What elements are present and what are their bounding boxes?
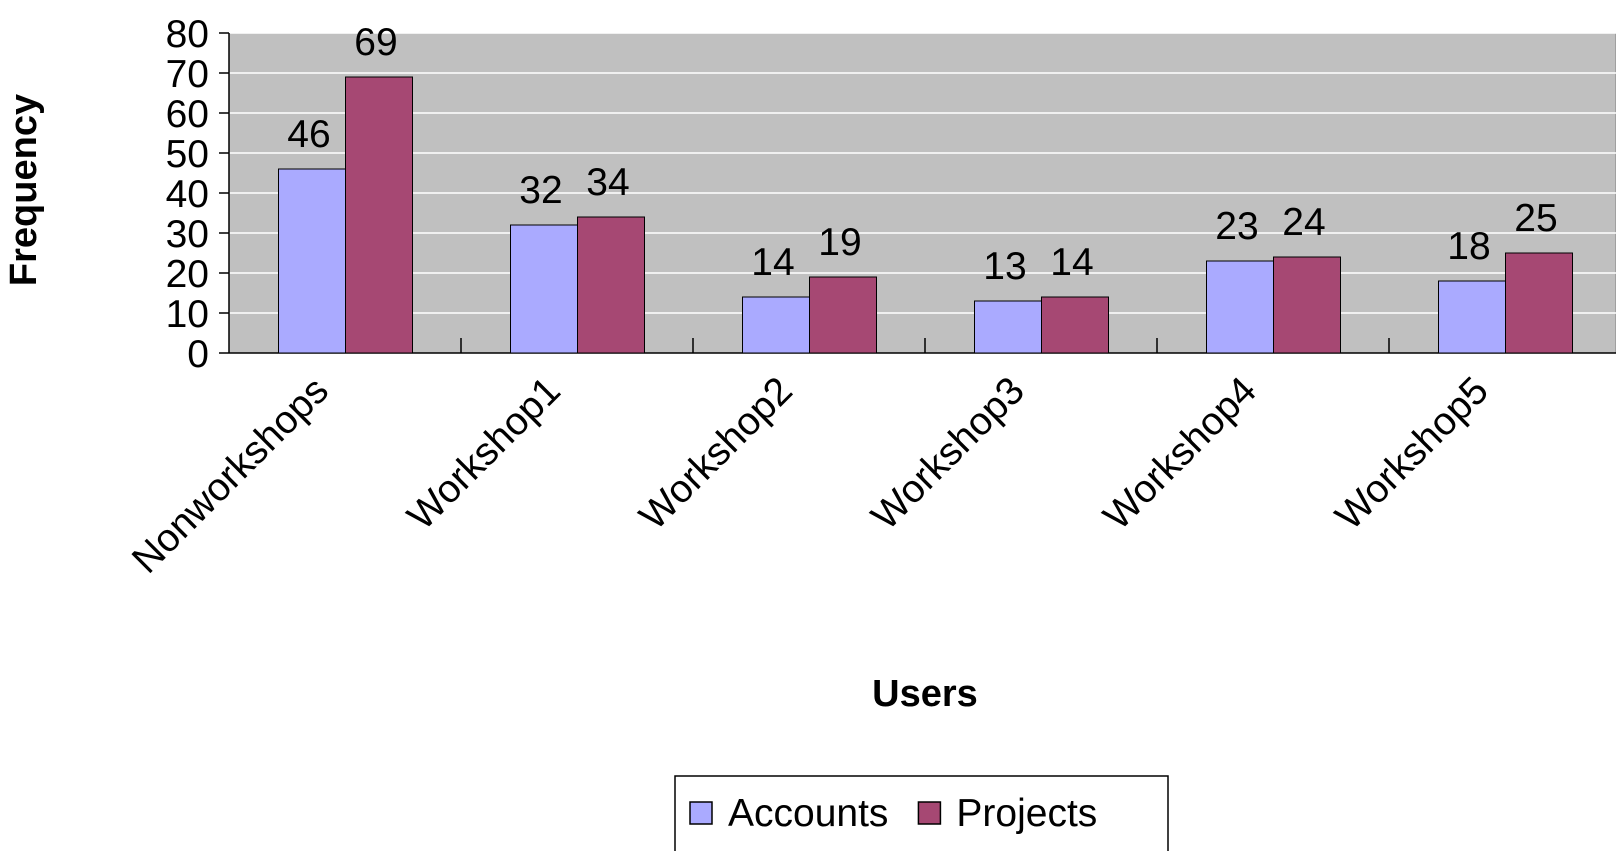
data-label: 24 [1282, 201, 1325, 244]
y-tick-label: 80 [166, 13, 209, 56]
data-label: 25 [1514, 197, 1557, 240]
x-tick-label: Workshop4 [1095, 369, 1264, 538]
x-axis-title: Users [872, 673, 978, 715]
data-label: 32 [519, 169, 562, 212]
y-tick-label: 60 [166, 93, 209, 136]
y-tick-label: 50 [166, 133, 209, 176]
data-label: 34 [586, 161, 629, 204]
bar [1041, 296, 1109, 354]
bar [1273, 256, 1341, 354]
data-label: 13 [983, 245, 1026, 288]
bar [345, 76, 413, 354]
y-tick-label: 10 [166, 293, 209, 336]
x-tick-label: Workshop2 [631, 369, 800, 538]
legend-label: Accounts [728, 792, 888, 835]
y-axis-title: Frequency [3, 94, 45, 286]
bar [1206, 260, 1274, 354]
data-label: 69 [354, 21, 397, 64]
data-label: 14 [1050, 241, 1093, 284]
x-tick-label: Nonworkshops [124, 369, 337, 582]
data-label: 23 [1215, 205, 1258, 248]
data-label: 18 [1447, 225, 1490, 268]
legend-label: Projects [956, 792, 1097, 835]
data-label: 14 [751, 241, 794, 284]
bar [1505, 252, 1573, 354]
bar [974, 300, 1042, 354]
y-tick-label: 20 [166, 253, 209, 296]
bar [278, 168, 346, 354]
y-tick-label: 0 [187, 333, 209, 376]
x-tick-label: Workshop3 [863, 369, 1032, 538]
bar [577, 216, 645, 354]
y-tick-label: 30 [166, 213, 209, 256]
x-tick-label: Workshop5 [1327, 369, 1496, 538]
legend-swatch [689, 801, 713, 825]
y-tick-label: 40 [166, 173, 209, 216]
data-label: 46 [287, 113, 330, 156]
bar [809, 276, 877, 354]
bar [1438, 280, 1506, 354]
data-label: 19 [818, 221, 861, 264]
legend-swatch [917, 801, 942, 825]
bar [742, 296, 810, 354]
bar [510, 224, 578, 354]
y-tick-label: 70 [166, 53, 209, 96]
x-tick-label: Workshop1 [399, 369, 568, 538]
